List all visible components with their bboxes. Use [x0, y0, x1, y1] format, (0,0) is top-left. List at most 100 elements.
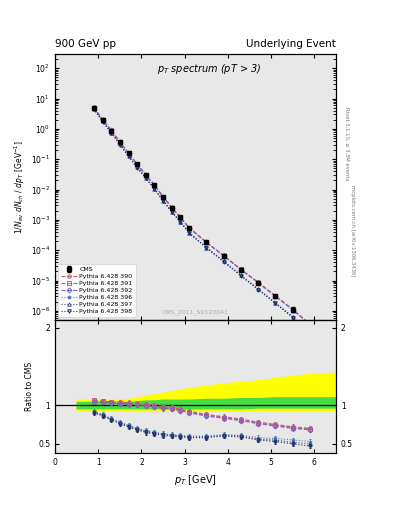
Text: Underlying Event: Underlying Event	[246, 38, 336, 49]
Pythia 6.428 392	[178, 215, 183, 221]
Pythia 6.428 398	[273, 301, 278, 307]
Pythia 6.428 390	[221, 252, 226, 259]
Pythia 6.428 396	[143, 175, 148, 181]
Pythia 6.428 396	[169, 208, 174, 215]
Pythia 6.428 392	[204, 240, 209, 246]
Text: 900 GeV pp: 900 GeV pp	[55, 38, 116, 49]
Pythia 6.428 391	[152, 182, 157, 188]
Pythia 6.428 398	[100, 118, 105, 124]
Pythia 6.428 391	[161, 194, 165, 200]
Pythia 6.428 397	[109, 130, 114, 136]
Pythia 6.428 390	[308, 321, 312, 327]
Pythia 6.428 390	[109, 127, 114, 133]
Pythia 6.428 398	[239, 273, 243, 279]
Pythia 6.428 398	[143, 175, 148, 181]
Text: $p_T$ spectrum (pT > 3): $p_T$ spectrum (pT > 3)	[157, 62, 262, 76]
X-axis label: $p_T\ [\mathrm{GeV}]$: $p_T\ [\mathrm{GeV}]$	[174, 473, 217, 486]
Line: Pythia 6.428 392: Pythia 6.428 392	[92, 106, 312, 326]
Pythia 6.428 397	[143, 175, 148, 181]
Pythia 6.428 390	[204, 239, 209, 245]
Pythia 6.428 391	[178, 215, 183, 221]
Pythia 6.428 397	[256, 286, 261, 292]
Pythia 6.428 397	[152, 185, 157, 191]
Pythia 6.428 398	[161, 198, 165, 204]
Pythia 6.428 391	[308, 322, 312, 328]
Pythia 6.428 397	[239, 272, 243, 279]
Pythia 6.428 391	[204, 239, 209, 245]
Pythia 6.428 396	[290, 313, 295, 319]
Pythia 6.428 398	[152, 186, 157, 192]
Pythia 6.428 392	[273, 293, 278, 300]
Pythia 6.428 390	[126, 150, 131, 156]
Pythia 6.428 398	[109, 130, 114, 136]
Line: Pythia 6.428 397: Pythia 6.428 397	[92, 107, 312, 334]
Pythia 6.428 396	[152, 185, 157, 191]
Pythia 6.428 392	[143, 172, 148, 178]
Line: Pythia 6.428 396: Pythia 6.428 396	[92, 107, 312, 334]
Pythia 6.428 390	[273, 293, 278, 299]
Pythia 6.428 392	[135, 161, 140, 167]
Pythia 6.428 396	[308, 329, 312, 335]
Text: CMS_2011_S9120041: CMS_2011_S9120041	[162, 309, 229, 315]
Pythia 6.428 392	[169, 205, 174, 211]
Pythia 6.428 392	[290, 307, 295, 313]
Pythia 6.428 390	[92, 104, 96, 111]
Pythia 6.428 396	[256, 286, 261, 292]
Pythia 6.428 397	[161, 198, 165, 204]
Pythia 6.428 391	[273, 293, 278, 299]
Pythia 6.428 397	[221, 258, 226, 264]
Pythia 6.428 398	[290, 314, 295, 321]
Pythia 6.428 397	[100, 118, 105, 124]
Pythia 6.428 392	[308, 322, 312, 328]
Pythia 6.428 390	[187, 224, 191, 230]
Pythia 6.428 390	[178, 214, 183, 220]
Pythia 6.428 396	[161, 197, 165, 203]
Pythia 6.428 391	[256, 280, 261, 286]
Pythia 6.428 391	[118, 139, 122, 145]
Pythia 6.428 392	[256, 280, 261, 286]
Text: Rivet 3.1.10, ≥ 3.3M events: Rivet 3.1.10, ≥ 3.3M events	[344, 106, 349, 180]
Pythia 6.428 390	[239, 266, 243, 272]
Pythia 6.428 398	[126, 153, 131, 159]
Pythia 6.428 398	[169, 209, 174, 215]
Pythia 6.428 397	[178, 219, 183, 225]
Pythia 6.428 392	[239, 267, 243, 273]
Pythia 6.428 396	[92, 105, 96, 112]
Line: Pythia 6.428 391: Pythia 6.428 391	[92, 106, 312, 326]
Pythia 6.428 397	[204, 245, 209, 251]
Pythia 6.428 396	[221, 258, 226, 264]
Pythia 6.428 398	[92, 106, 96, 112]
Pythia 6.428 391	[126, 151, 131, 157]
Pythia 6.428 390	[161, 194, 165, 200]
Pythia 6.428 397	[273, 300, 278, 306]
Pythia 6.428 398	[135, 164, 140, 170]
Pythia 6.428 390	[290, 306, 295, 312]
Pythia 6.428 396	[239, 272, 243, 278]
Pythia 6.428 396	[178, 219, 183, 225]
Pythia 6.428 396	[100, 118, 105, 124]
Pythia 6.428 391	[169, 204, 174, 210]
Pythia 6.428 396	[126, 153, 131, 159]
Pythia 6.428 398	[256, 287, 261, 293]
Pythia 6.428 397	[135, 164, 140, 170]
Pythia 6.428 396	[135, 164, 140, 170]
Pythia 6.428 391	[143, 172, 148, 178]
Pythia 6.428 390	[135, 161, 140, 167]
Pythia 6.428 396	[187, 229, 191, 236]
Pythia 6.428 390	[152, 182, 157, 188]
Pythia 6.428 392	[118, 139, 122, 145]
Pythia 6.428 392	[152, 182, 157, 188]
Pythia 6.428 391	[290, 307, 295, 313]
Pythia 6.428 397	[290, 314, 295, 320]
Text: mcplots.cern.ch [arXiv:1306.3436]: mcplots.cern.ch [arXiv:1306.3436]	[350, 185, 355, 276]
Pythia 6.428 391	[109, 127, 114, 134]
Pythia 6.428 397	[118, 141, 122, 147]
Pythia 6.428 397	[169, 208, 174, 215]
Pythia 6.428 392	[161, 194, 165, 200]
Pythia 6.428 392	[221, 253, 226, 259]
Pythia 6.428 390	[256, 280, 261, 286]
Y-axis label: Ratio to CMS: Ratio to CMS	[25, 362, 34, 411]
Pythia 6.428 396	[118, 141, 122, 147]
Pythia 6.428 397	[187, 229, 191, 236]
Pythia 6.428 391	[100, 117, 105, 123]
